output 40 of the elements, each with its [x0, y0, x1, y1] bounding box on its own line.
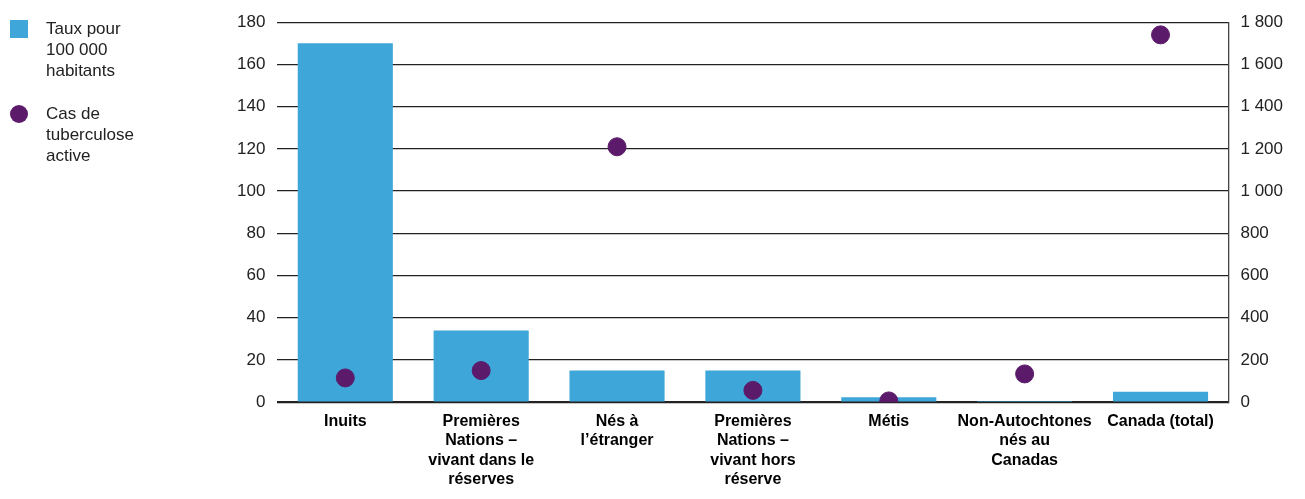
y-tick-label: 100 — [236, 180, 266, 200]
y-tick-label: 0 — [255, 391, 266, 411]
legend-label: Cas de tuberculose active — [46, 103, 135, 166]
x-tick-label: Canada (total) — [1107, 412, 1214, 430]
x-tick-label: Premières Nations – vivant hors réserve — [710, 412, 796, 487]
y2-tick-label: 800 — [1240, 223, 1269, 242]
y2-tick-label: 0 — [1240, 391, 1250, 411]
y2-tick-label: 200 — [1240, 349, 1269, 369]
point — [335, 368, 355, 388]
point — [607, 137, 627, 157]
y2-tick-label: 1 400 — [1240, 96, 1284, 116]
y-tick-label: 20 — [246, 349, 266, 369]
point — [471, 361, 491, 381]
y2-tick-label: 1 200 — [1240, 138, 1284, 158]
y-tick-label: 140 — [236, 96, 266, 116]
point — [1151, 25, 1171, 45]
x-tick-label: Inuits — [323, 412, 367, 430]
legend-label: Taux pour 100 000 habitants — [46, 18, 122, 81]
y-tick-label: 180 — [236, 11, 266, 31]
y2-tick-label: 1 800 — [1240, 11, 1284, 31]
y-tick-label: 120 — [236, 138, 266, 158]
y2-tick-label: 1 600 — [1240, 54, 1284, 74]
bar — [569, 370, 665, 402]
x-tick-label: Métis — [868, 412, 910, 430]
point — [743, 380, 763, 400]
bar — [297, 43, 393, 402]
y2-tick-label: 600 — [1240, 265, 1269, 285]
y2-tick-label: 1 000 — [1240, 180, 1284, 200]
point — [1015, 364, 1035, 384]
y-tick-label: 160 — [236, 54, 266, 74]
y-tick-label: 40 — [246, 307, 266, 327]
x-tick-label: Premières Nations – vivant dans le réserves — [428, 412, 535, 487]
bar — [705, 370, 801, 402]
y2-tick-label: 400 — [1240, 307, 1269, 327]
x-tick-label: Non-Autochtones nés au Canadas — [957, 412, 1092, 468]
x-tick-label: Nés à l’étranger — [580, 412, 654, 449]
bar — [1112, 391, 1209, 402]
bar — [433, 330, 529, 402]
y-tick-label: 80 — [246, 223, 266, 242]
y-tick-label: 60 — [246, 265, 266, 285]
